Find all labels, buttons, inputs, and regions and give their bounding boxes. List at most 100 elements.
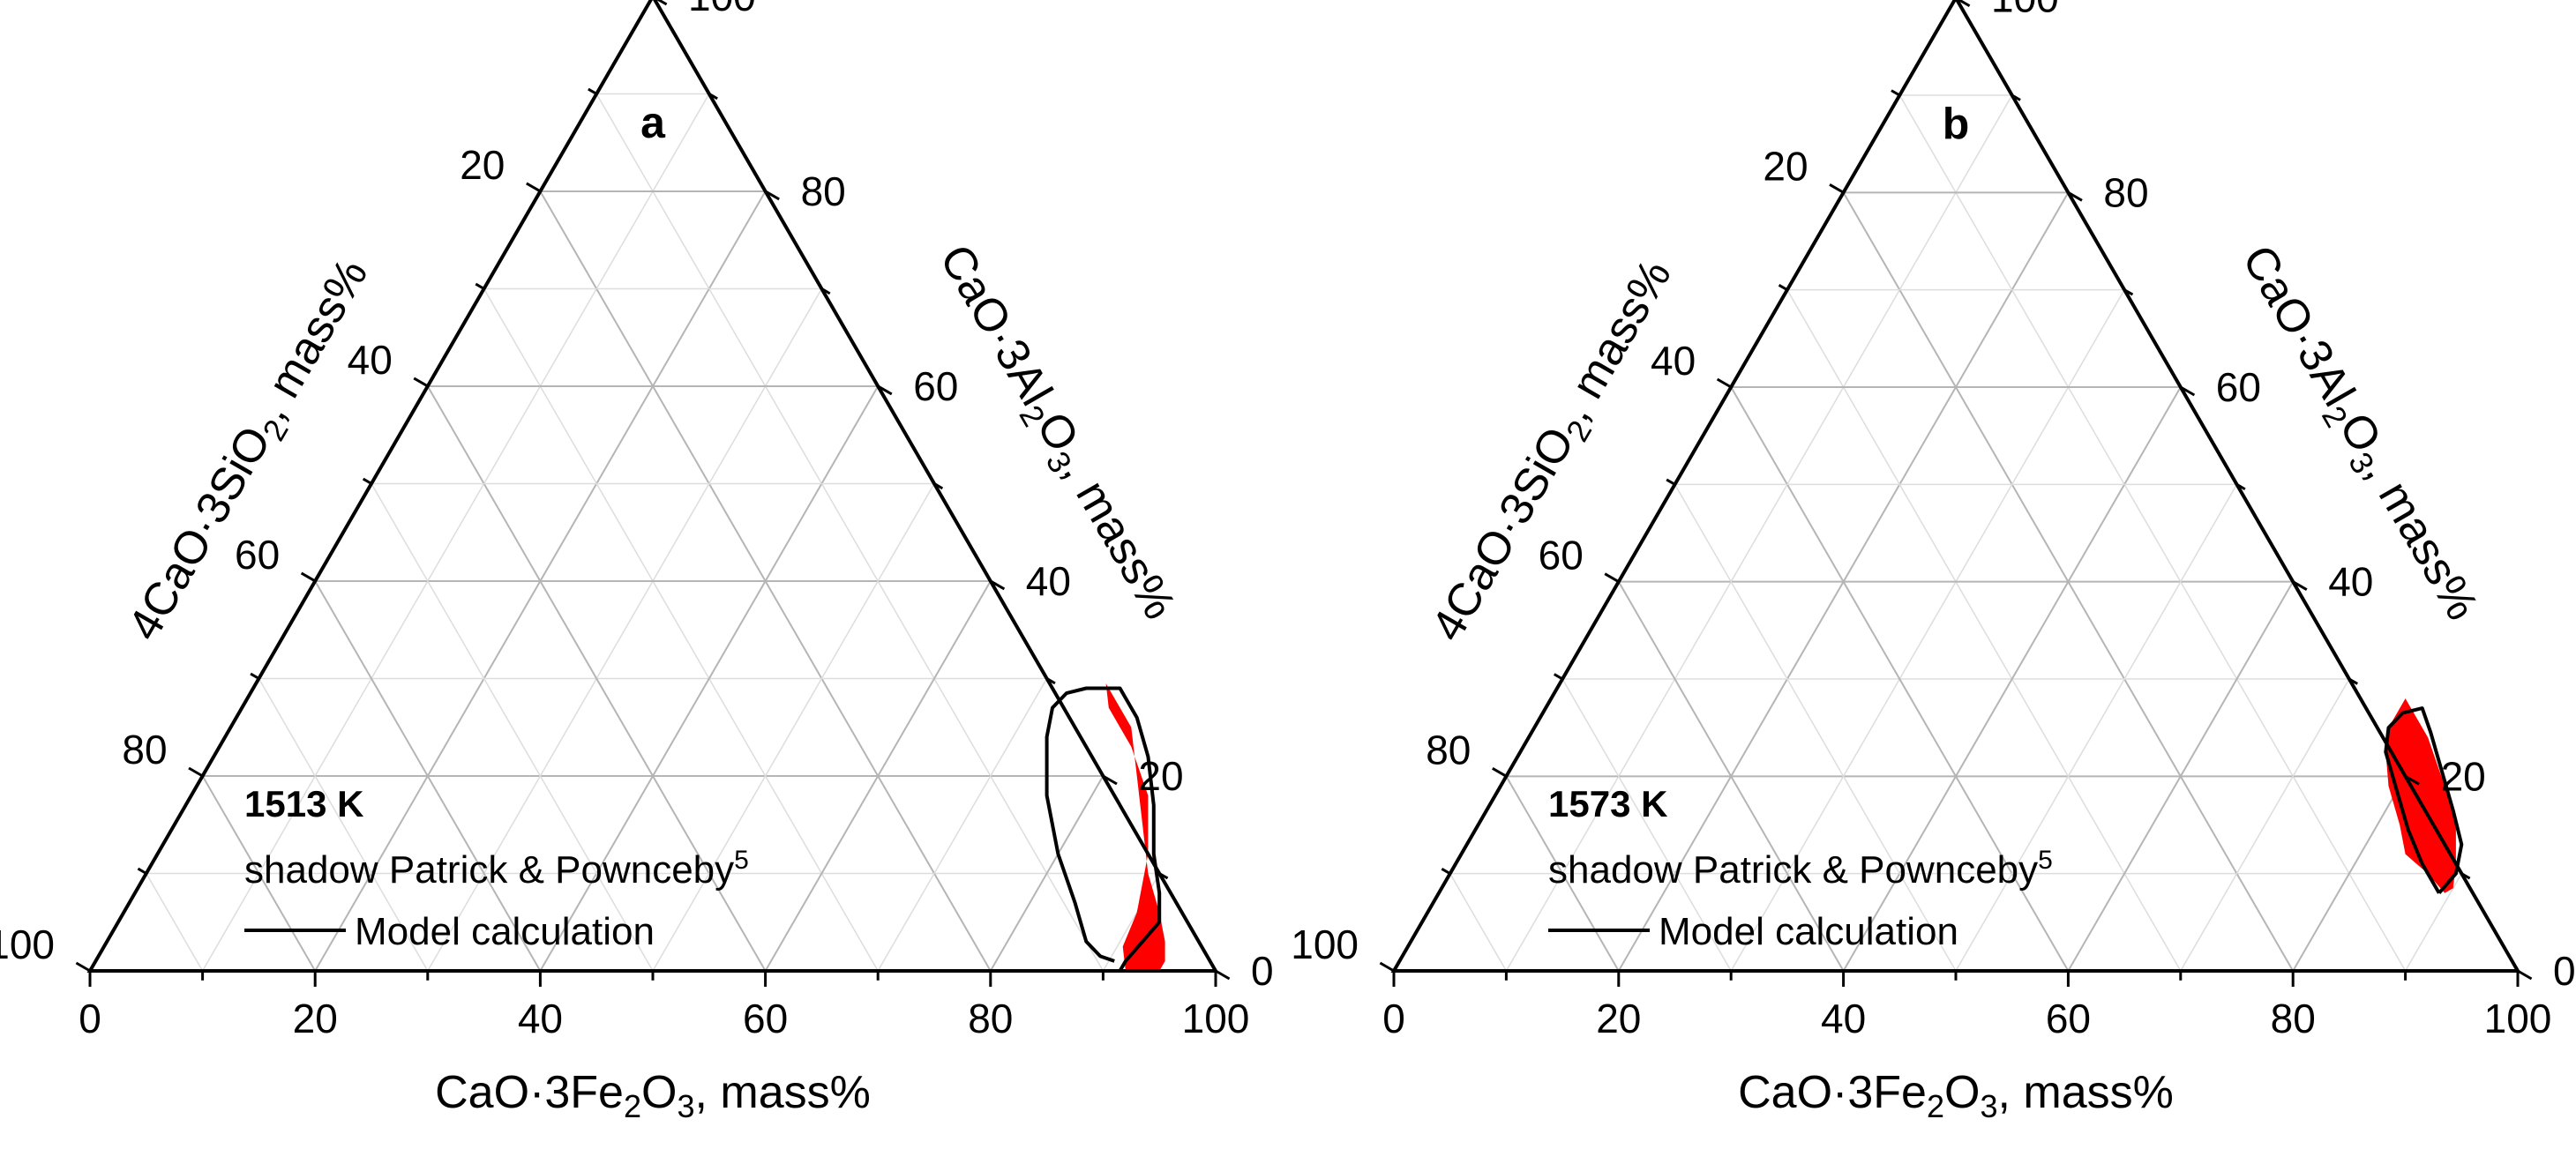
left-tick xyxy=(1778,283,1788,291)
right-tick xyxy=(656,0,668,6)
left-tick xyxy=(188,766,204,778)
left-tick xyxy=(300,571,316,583)
right-tick-label: 0 xyxy=(1251,948,1274,994)
left-tick-label: 80 xyxy=(122,727,167,772)
legend-shadow-ref: 5 xyxy=(2038,846,2053,875)
right-tick-label: 100 xyxy=(1991,0,2059,21)
ternary-panel-a: 020406080100020406080100020406080100CaO·… xyxy=(0,0,1274,1124)
panel-letter: b xyxy=(1943,100,1970,149)
left-tick-label: 20 xyxy=(1763,143,1808,189)
right-tick xyxy=(2348,677,2359,685)
bottom-tick-label: 0 xyxy=(79,996,101,1041)
grid-line xyxy=(1674,483,1957,972)
right-tick xyxy=(1102,774,1118,786)
bottom-tick-label: 40 xyxy=(1821,996,1866,1041)
bottom-tick-label: 20 xyxy=(293,996,338,1041)
bottom-axis-title: CaO·3Fe2O3, mass% xyxy=(435,1067,871,1124)
grid-line xyxy=(201,775,317,972)
bottom-axis-title: CaO·3Fe2O3, mass% xyxy=(1738,1067,2174,1124)
axis-title-part: CaO·3Fe xyxy=(435,1067,624,1118)
grid-line xyxy=(1617,581,1845,972)
left-tick xyxy=(1604,572,1620,583)
right-tick xyxy=(764,190,780,201)
right-tick-label: 80 xyxy=(2103,169,2148,215)
right-tick xyxy=(1158,872,1169,880)
right-tick xyxy=(708,93,718,101)
left-tick xyxy=(1716,377,1732,389)
left-tick xyxy=(475,282,485,290)
axis-title-part: 3 xyxy=(1980,1088,1997,1124)
right-tick xyxy=(933,482,944,490)
grid-line xyxy=(483,288,879,972)
left-tick-label: 20 xyxy=(460,142,505,188)
axis-title-unit: , mass% xyxy=(694,1067,870,1118)
legend-shadow-ref: 5 xyxy=(734,846,749,875)
grid-line xyxy=(989,775,1105,972)
legend-shadow-text: shadow Patrick & Pownceby xyxy=(244,848,734,892)
axis-title-unit: , mass% xyxy=(2355,451,2488,629)
right-tick xyxy=(1045,677,1056,685)
left-tick-label: 60 xyxy=(235,532,280,578)
left-tick xyxy=(1441,867,1451,875)
right-tick xyxy=(877,384,893,396)
right-tick xyxy=(2292,580,2308,591)
axis-title-part: CaO·3Fe xyxy=(1738,1067,1927,1118)
model-calculation-curve xyxy=(2384,706,2464,895)
bottom-tick-label: 20 xyxy=(1596,996,1641,1041)
left-tick xyxy=(362,477,372,485)
right-tick xyxy=(990,579,1006,591)
right-tick xyxy=(2460,872,2471,880)
grid-line xyxy=(314,580,542,972)
grid-line xyxy=(595,93,1105,972)
left-tick xyxy=(137,867,147,875)
axis-title-part: O xyxy=(641,1067,677,1118)
left-tick xyxy=(250,672,260,680)
bottom-tick-label: 0 xyxy=(1382,996,1405,1041)
grid-line xyxy=(427,288,823,972)
right-tick-label: 60 xyxy=(913,363,958,409)
right-tick xyxy=(2067,191,2083,202)
axis-title-part: 2 xyxy=(624,1088,641,1124)
right-tick xyxy=(2517,969,2533,981)
grid-line xyxy=(2067,581,2295,972)
right-tick-label: 80 xyxy=(801,168,846,214)
grid-line xyxy=(1561,678,1732,972)
grid-line xyxy=(652,483,935,972)
left-tick-label: 40 xyxy=(1651,338,1696,384)
axis-title-part: 2 xyxy=(1927,1088,1944,1124)
right-tick xyxy=(1215,969,1231,981)
left-tick-label: 60 xyxy=(1539,533,1584,578)
grid-line xyxy=(1449,873,1508,972)
right-tick-label: 20 xyxy=(2441,753,2486,799)
right-tick-label: 100 xyxy=(688,0,756,19)
right-tick xyxy=(2123,288,2134,296)
grid-line xyxy=(258,678,429,972)
bottom-tick-label: 40 xyxy=(518,996,563,1041)
right-tick xyxy=(2011,93,2021,101)
left-tick xyxy=(1379,961,1395,973)
bottom-tick-label: 60 xyxy=(2046,996,2091,1041)
grid-line xyxy=(1505,94,2013,972)
bottom-tick-label: 80 xyxy=(2271,996,2316,1041)
grid-line xyxy=(1730,289,2125,972)
axis-title-unit: , mass% xyxy=(1053,450,1186,628)
left-tick xyxy=(1492,767,1508,778)
model-calculation-curve xyxy=(1045,686,1162,972)
left-tick-label: 100 xyxy=(1291,922,1359,967)
legend-shadow-label: shadow Patrick & Pownceby5 xyxy=(1548,846,2053,892)
bottom-tick-label: 100 xyxy=(1182,996,1250,1041)
shadow-region-patrick-pownceby xyxy=(2385,698,2456,893)
grid-line xyxy=(2404,873,2462,972)
left-axis-title: 4CaO·3SiO2, mass% xyxy=(1422,251,1687,653)
right-tick-label: 0 xyxy=(2553,948,2576,994)
right-tick-label: 40 xyxy=(1026,558,1071,604)
right-tick-label: 20 xyxy=(1138,753,1183,799)
left-tick xyxy=(1891,89,1901,97)
right-tick xyxy=(1957,0,1971,7)
grid-line xyxy=(1955,483,2238,972)
grid-line xyxy=(146,873,204,972)
grid-line xyxy=(201,93,710,972)
grid-line xyxy=(371,483,654,972)
legend-model-label: Model calculation xyxy=(355,910,655,953)
